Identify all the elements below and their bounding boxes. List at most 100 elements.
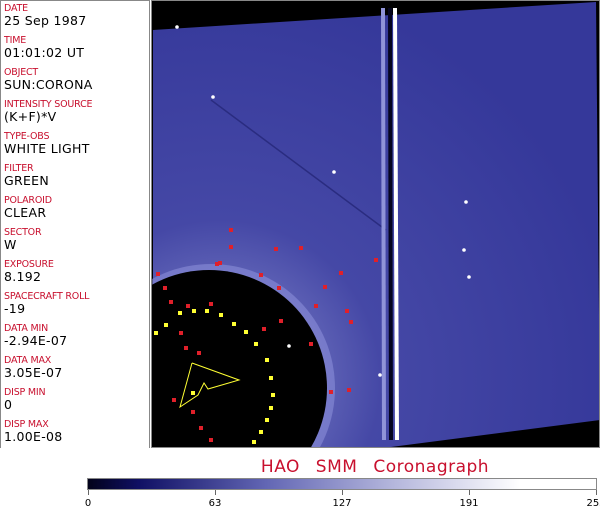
- field-spacecraft-roll: SPACECRAFT ROLL -19: [4, 292, 89, 316]
- field-label: DISP MAX: [4, 419, 49, 430]
- field-data-max: DATA MAX 3.05E-07: [4, 356, 63, 380]
- star: [287, 344, 291, 348]
- yellow-marker: [259, 430, 263, 434]
- red-marker: [374, 258, 378, 262]
- occulter-pylon: [393, 7, 399, 441]
- field-label: DATA MIN: [4, 323, 48, 334]
- colorbar-tick-label: 0: [84, 498, 92, 509]
- colorbar-tick: [88, 490, 89, 495]
- field-value: 1.00E-08: [4, 429, 63, 444]
- red-marker: [191, 410, 195, 414]
- occulter-disk: [151, 270, 327, 448]
- field-value: 25 Sep 1987: [4, 13, 87, 28]
- colorbar: [87, 478, 597, 490]
- field-label: DISP MIN: [4, 387, 46, 398]
- red-marker: [156, 272, 160, 276]
- red-marker: [179, 331, 183, 335]
- red-marker: [229, 228, 233, 232]
- field-label: SECTOR: [4, 227, 42, 238]
- yellow-marker: [252, 440, 256, 444]
- red-marker: [277, 286, 281, 290]
- field-value: GREEN: [4, 173, 50, 188]
- field-label: POLAROID: [4, 195, 52, 206]
- field-value: W: [4, 237, 17, 252]
- red-marker: [279, 319, 283, 323]
- red-marker: [349, 320, 353, 324]
- field-label: TIME: [4, 35, 27, 46]
- red-marker: [314, 304, 318, 308]
- red-marker: [197, 351, 201, 355]
- field-intensity-source: INTENSITY SOURCE (K+F)*V: [4, 99, 93, 124]
- yellow-marker: [244, 330, 248, 334]
- yellow-marker: [269, 406, 273, 410]
- yellow-marker: [265, 358, 269, 362]
- field-polaroid: POLAROID CLEAR: [4, 196, 52, 220]
- star: [211, 95, 215, 99]
- red-marker: [345, 309, 349, 313]
- red-marker: [186, 304, 190, 308]
- field-label: INTENSITY SOURCE: [4, 99, 93, 110]
- red-marker: [209, 438, 213, 442]
- field-date: DATE 25 Sep 1987: [4, 4, 87, 28]
- field-value: (K+F)*V: [4, 109, 57, 124]
- yellow-marker: [192, 309, 196, 313]
- red-marker: [184, 346, 188, 350]
- red-marker: [299, 246, 303, 250]
- yellow-marker: [232, 322, 236, 326]
- yellow-marker: [178, 311, 182, 315]
- red-marker: [259, 273, 263, 277]
- pylon-shadow: [388, 7, 393, 441]
- red-marker: [169, 300, 173, 304]
- colorbar-tick-label: 63: [208, 498, 222, 509]
- field-type-obs: TYPE-OBS WHITE LIGHT: [4, 132, 90, 156]
- field-disp-min: DISP MIN 0: [4, 387, 46, 412]
- field-value: 01:01:02 UT: [4, 45, 85, 60]
- field-label: DATA MAX: [4, 355, 52, 366]
- star: [332, 170, 336, 174]
- field-label: EXPOSURE: [4, 259, 54, 270]
- region-outline: [179, 362, 241, 409]
- field-value: -19: [4, 301, 26, 316]
- field-value: WHITE LIGHT: [4, 141, 90, 156]
- field-value: 3.05E-07: [4, 365, 63, 380]
- field-value: 8.192: [4, 269, 42, 284]
- red-marker: [323, 285, 327, 289]
- yellow-marker: [154, 331, 158, 335]
- field-label: DATE: [4, 3, 28, 14]
- red-marker: [199, 426, 203, 430]
- red-marker: [339, 271, 343, 275]
- field-value: SUN:CORONA: [4, 77, 93, 92]
- field-value: -2.94E-07: [4, 333, 68, 348]
- red-marker: [163, 286, 167, 290]
- field-value: 0: [4, 397, 13, 412]
- colorbar-tick-label: 191: [459, 498, 479, 509]
- star: [175, 25, 179, 29]
- red-marker: [309, 342, 313, 346]
- colorbar-tick: [596, 490, 597, 495]
- field-label: FILTER: [4, 163, 34, 174]
- red-marker: [172, 398, 176, 402]
- yellow-marker: [271, 393, 275, 397]
- stars: [175, 25, 471, 377]
- colorbar-tick: [342, 490, 343, 495]
- field-disp-max: DISP MAX 1.00E-08: [4, 420, 63, 444]
- streamer-ray: [210, 99, 387, 231]
- colorbar-tick-label: 255: [586, 498, 600, 509]
- yellow-marker: [219, 313, 223, 317]
- field-exposure: EXPOSURE 8.192: [4, 260, 54, 284]
- colorbar-tick-label: 127: [332, 498, 352, 509]
- colorbar-tick: [469, 490, 470, 495]
- yellow-marker: [265, 418, 269, 422]
- star: [467, 275, 471, 279]
- field-label: OBJECT: [4, 67, 39, 78]
- header-info-panel: DATE 25 Sep 1987 TIME 01:01:02 UT OBJECT SUN:…: [0, 0, 150, 448]
- star: [378, 373, 382, 377]
- star: [464, 200, 468, 204]
- coronagraph-image: [151, 0, 600, 448]
- red-marker: [218, 261, 222, 265]
- field-object: OBJECT SUN:CORONA: [4, 68, 93, 92]
- field-sector: SECTOR W: [4, 227, 42, 252]
- yellow-marker: [164, 323, 168, 327]
- field-label: SPACECRAFT ROLL: [4, 291, 90, 302]
- instrument-title: HAO SMM Coronagraph: [260, 457, 490, 477]
